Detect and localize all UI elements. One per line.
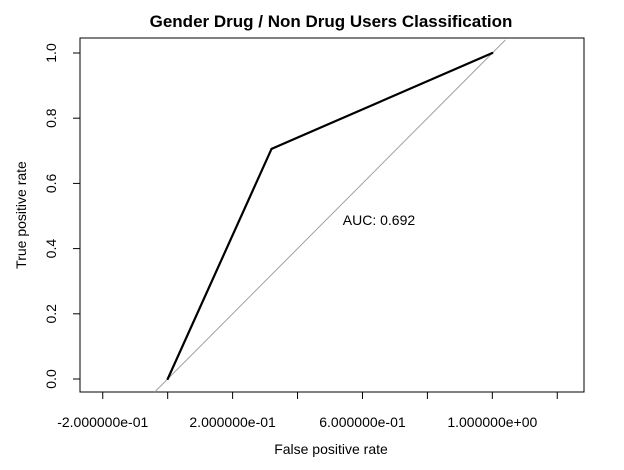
y-tick-label: 0.0	[43, 369, 59, 389]
chart-title: Gender Drug / Non Drug Users Classificat…	[150, 12, 513, 31]
roc-curve-point	[166, 377, 169, 381]
x-axis: -2.000000e-01 2.000000e-01 6.000000e-01 1.0…	[57, 391, 558, 430]
y-axis: 0.0 0.2 0.4 0.6 0.8 1.0	[43, 43, 81, 389]
x-tick-label: 6.000000e-01	[319, 414, 406, 430]
diagonal-reference-line	[154, 39, 506, 393]
y-tick-label: 0.6	[43, 173, 59, 193]
y-tick-label: 1.0	[43, 43, 59, 63]
plot-area	[154, 39, 506, 393]
roc-curve-point	[270, 147, 273, 150]
x-tick-label: 1.000000e+00	[447, 414, 537, 430]
plot-frame	[79, 37, 585, 393]
y-tick-label: 0.8	[43, 108, 59, 128]
auc-annotation: AUC: 0.692	[343, 212, 416, 228]
y-tick-label: 0.4	[43, 239, 59, 259]
y-tick-label: 0.2	[43, 304, 59, 324]
roc-curve-point	[491, 51, 494, 55]
x-tick-label: 2.000000e-01	[189, 414, 276, 430]
x-tick-label: -2.000000e-01	[57, 414, 148, 430]
x-axis-label: False positive rate	[274, 441, 388, 457]
y-axis-label: True positive rate	[13, 161, 29, 269]
